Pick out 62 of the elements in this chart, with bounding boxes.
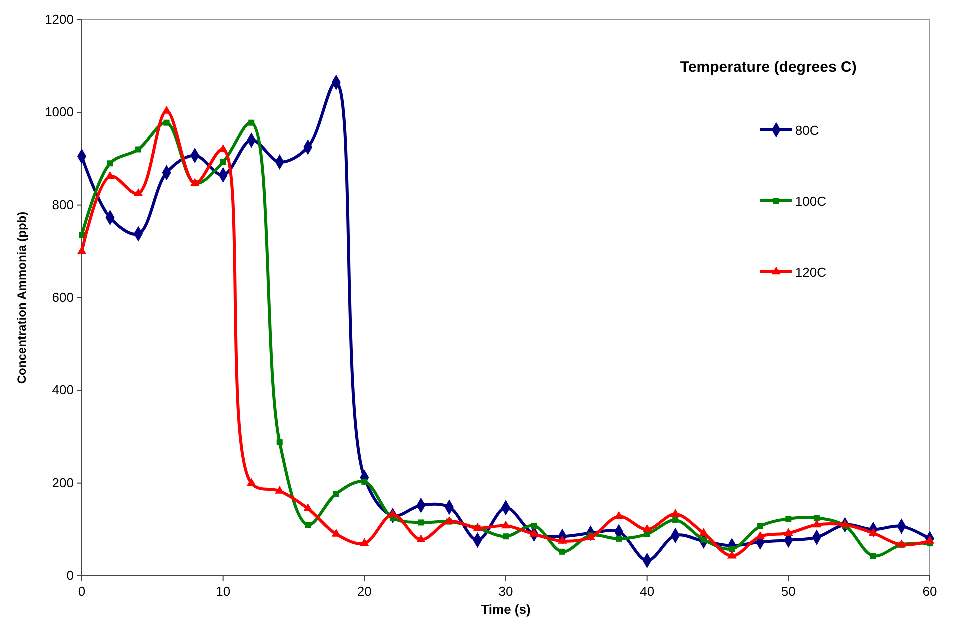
y-tick-label: 1000 xyxy=(45,104,74,120)
point xyxy=(616,536,622,542)
y-axis-title: Concentration Ammonia (ppb) xyxy=(15,212,29,384)
point xyxy=(728,550,737,559)
y-tick-label: 1200 xyxy=(45,12,74,27)
point xyxy=(333,490,340,497)
x-tick-label: 30 xyxy=(498,584,514,599)
x-tick-label: 20 xyxy=(357,584,372,599)
point xyxy=(560,548,566,555)
point xyxy=(729,546,736,552)
point xyxy=(77,246,87,254)
point xyxy=(671,509,680,518)
point xyxy=(276,440,283,446)
x-tick-label: 50 xyxy=(781,584,796,599)
point xyxy=(503,534,509,540)
point xyxy=(106,171,115,180)
point xyxy=(136,146,142,153)
y-tick-label: 0 xyxy=(66,568,74,583)
y-tick-label: 200 xyxy=(52,475,74,490)
point xyxy=(784,528,794,536)
point xyxy=(134,188,144,196)
point xyxy=(672,517,679,524)
point xyxy=(786,516,792,522)
point xyxy=(699,528,708,536)
y-tick-label: 600 xyxy=(52,290,74,305)
x-tick-label: 0 xyxy=(78,584,86,599)
y-tick-label: 800 xyxy=(52,197,74,212)
point xyxy=(840,520,850,528)
point xyxy=(248,120,255,126)
point xyxy=(362,478,368,485)
x-tick-label: 10 xyxy=(216,584,231,599)
x-axis-title: Time (s) xyxy=(481,602,531,617)
y-tick-label: 400 xyxy=(52,382,74,398)
point xyxy=(304,504,313,512)
point xyxy=(107,160,114,167)
legend-title: Temperature (degrees C) xyxy=(680,59,857,76)
point xyxy=(332,529,341,537)
point xyxy=(812,520,822,528)
point xyxy=(614,511,624,520)
legend-label: 100C xyxy=(795,194,826,209)
point xyxy=(757,523,764,530)
point xyxy=(164,120,170,126)
legend-label: 80C xyxy=(795,123,820,138)
point xyxy=(531,522,538,529)
point xyxy=(642,524,652,532)
point xyxy=(360,538,370,546)
point xyxy=(814,515,820,522)
point xyxy=(501,520,511,529)
point xyxy=(925,536,935,544)
point xyxy=(247,478,256,486)
point xyxy=(530,529,539,537)
x-tick-label: 60 xyxy=(922,584,938,599)
point xyxy=(305,522,312,528)
point xyxy=(418,520,424,526)
point xyxy=(162,106,172,114)
point xyxy=(558,536,568,544)
point xyxy=(870,553,876,560)
point xyxy=(190,178,200,186)
point xyxy=(220,159,226,166)
x-tick-label: 40 xyxy=(640,584,655,599)
point xyxy=(416,534,426,542)
legend-label: 120C xyxy=(795,265,826,280)
